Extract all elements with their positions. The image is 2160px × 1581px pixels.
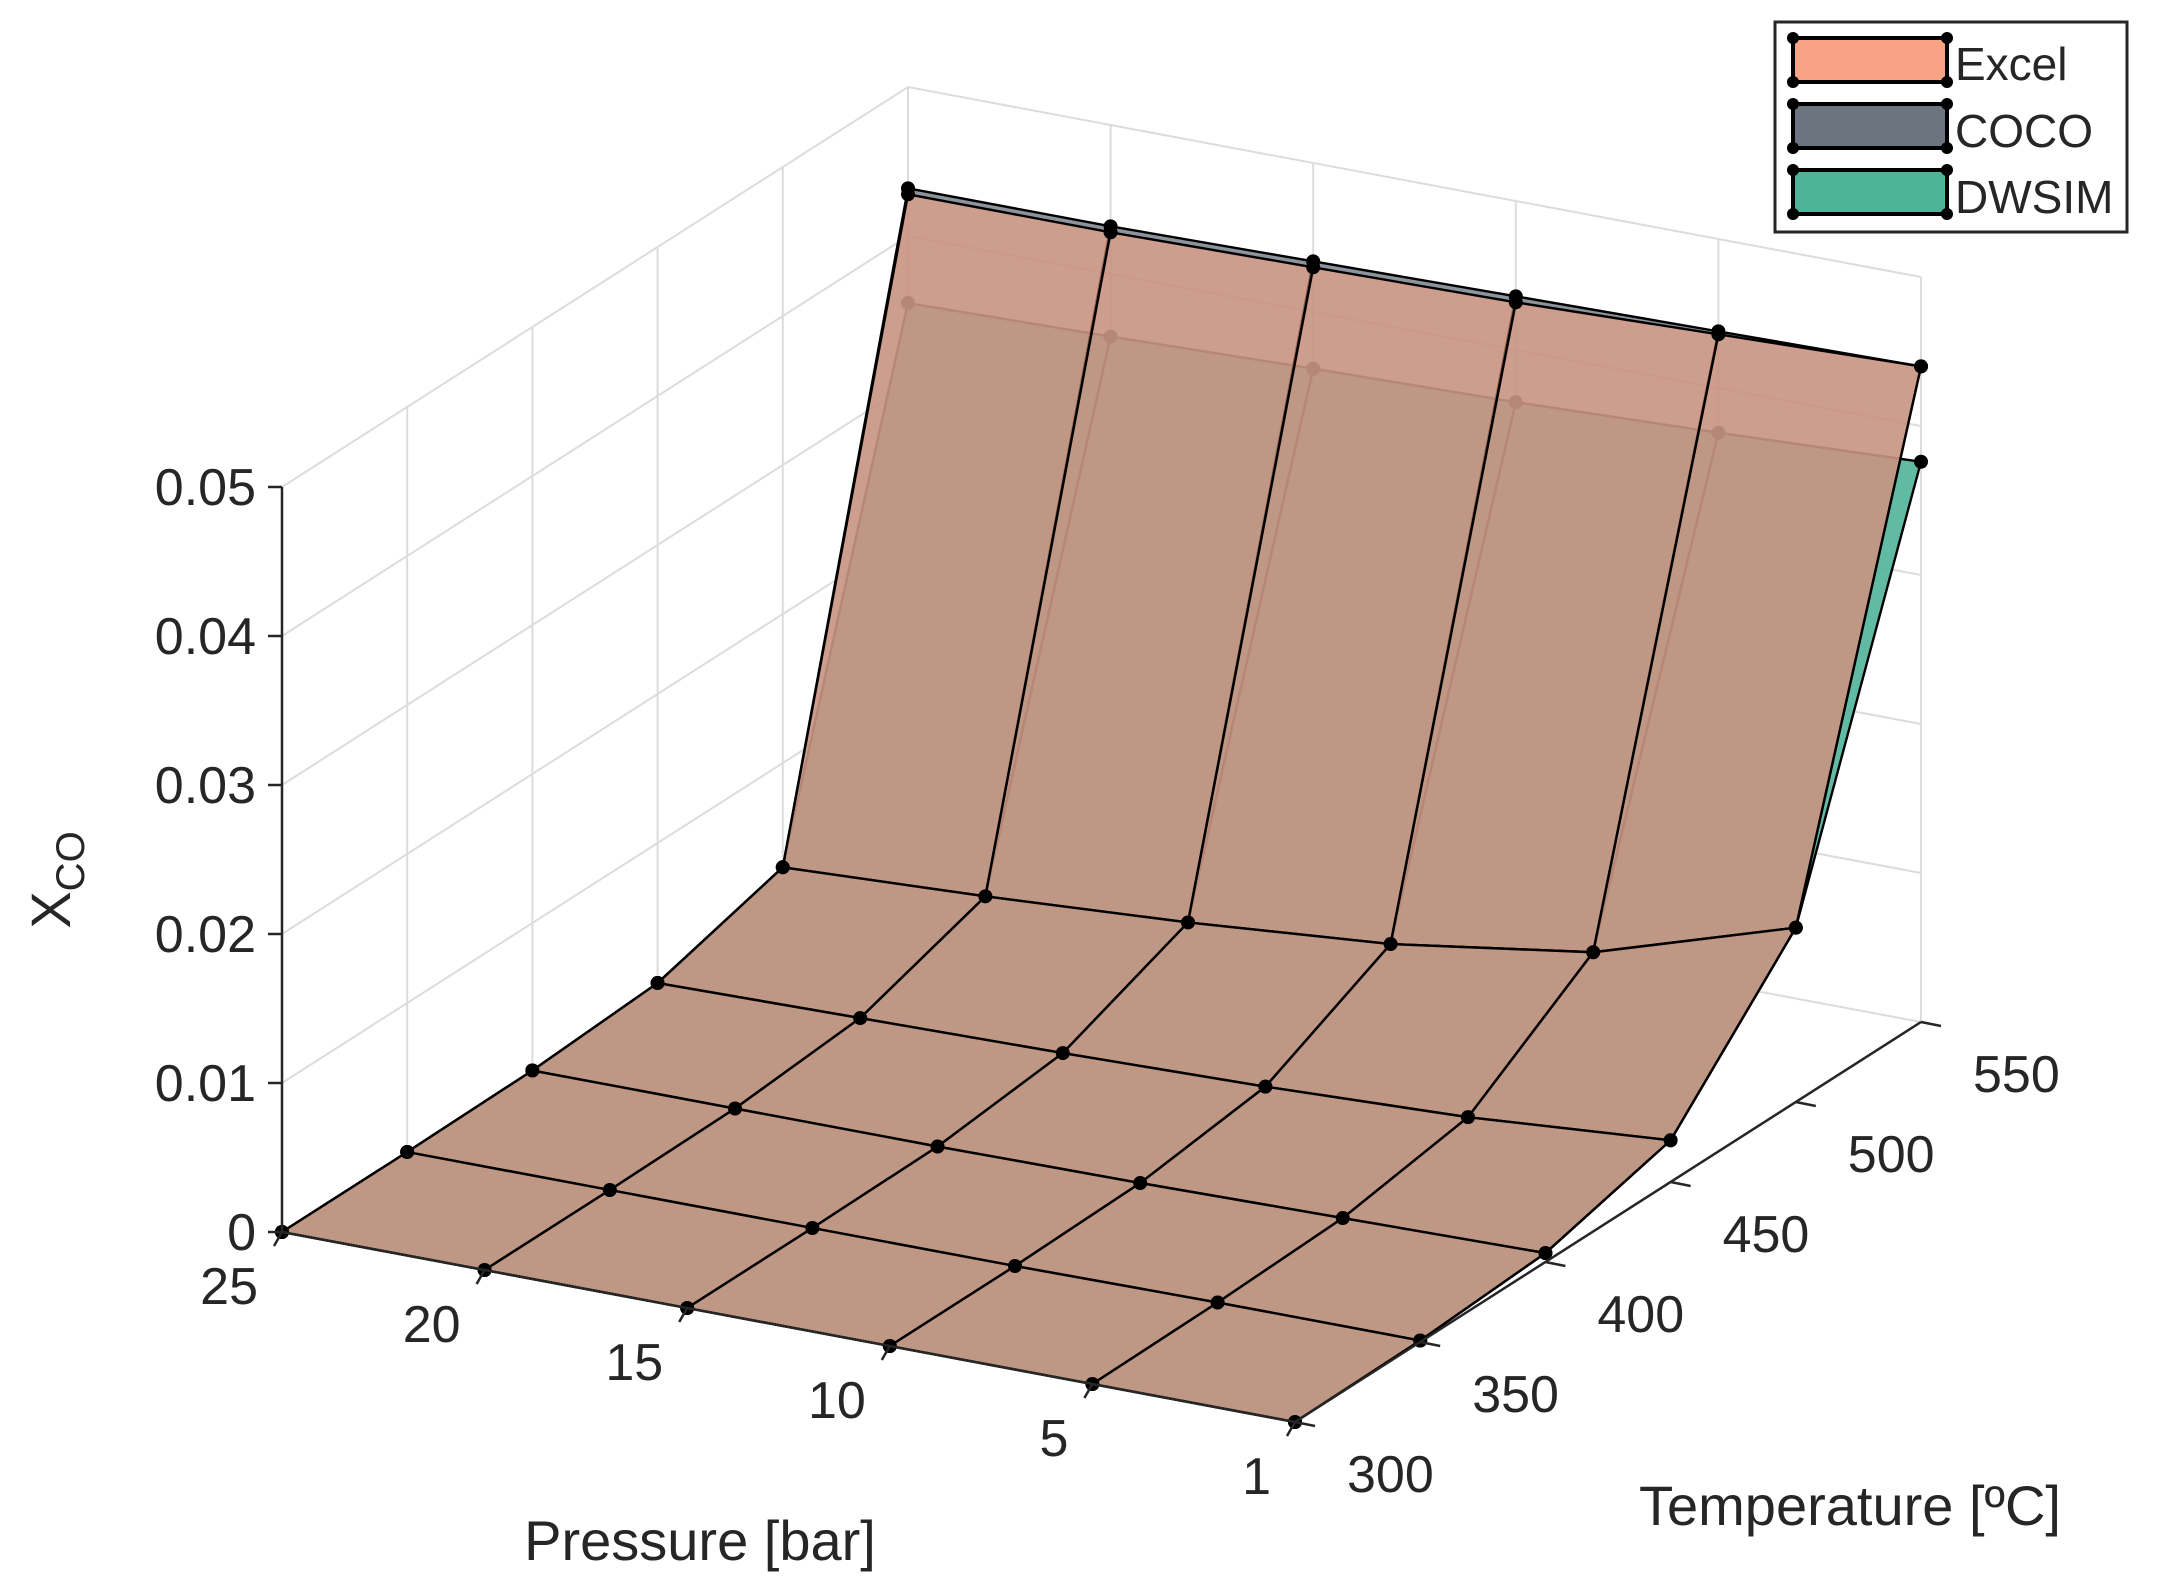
surface-marker	[1383, 937, 1398, 952]
surface-excel	[275, 187, 1928, 1429]
pressure-axis-label: Pressure [bar]	[524, 1509, 876, 1572]
legend-entry-coco: COCO	[1787, 98, 2093, 157]
surface-marker	[1055, 1046, 1070, 1061]
surface-marker	[1711, 327, 1726, 342]
surface-marker	[901, 187, 915, 202]
surface-marker	[650, 976, 665, 991]
surface-marker	[978, 889, 993, 904]
surface-marker	[1335, 1211, 1350, 1226]
pressure-tick	[1083, 1383, 1094, 1399]
surface-marker	[602, 1183, 617, 1197]
legend-swatch-coco	[1791, 102, 1949, 150]
surface-marker	[525, 1063, 540, 1078]
surface-layer	[275, 181, 1928, 1429]
pressure-tick-label: 25	[200, 1258, 258, 1316]
z-axis-label-sub: CO	[49, 831, 93, 891]
pressure-tick-label: 1	[1242, 1448, 1271, 1506]
temperature-tick	[1795, 1100, 1817, 1108]
temperature-tick-label: 500	[1848, 1126, 1935, 1184]
pressure-tick	[880, 1345, 891, 1361]
z-tick-labels: 0 0.01 0.02 0.03 0.04 0.05	[155, 459, 256, 1262]
surface-marker	[853, 1011, 868, 1026]
legend-swatch-excel	[1791, 36, 1949, 84]
z-axis-label-main: X	[19, 891, 82, 928]
surface-marker	[1103, 225, 1118, 240]
surface-marker	[1306, 260, 1321, 275]
surface-marker	[805, 1221, 820, 1235]
pressure-tick	[678, 1307, 689, 1323]
pressure-tick-labels: 25 20 15 10 5 1	[200, 1258, 1271, 1506]
temperature-tick-label: 550	[1973, 1046, 2060, 1104]
surface-marker	[1914, 359, 1928, 374]
temperature-tick-label: 300	[1347, 1446, 1434, 1504]
surface-marker	[775, 860, 790, 875]
temperature-tick	[1920, 1020, 1942, 1028]
z-tick-label: 0.01	[155, 1055, 256, 1113]
legend-label-coco: COCO	[1955, 105, 2093, 157]
surface-marker	[1008, 1259, 1022, 1273]
legend-label-dwsim: DWSIM	[1955, 171, 2113, 223]
surface-marker	[1461, 1110, 1475, 1125]
surface-marker	[1181, 915, 1195, 930]
z-tick-label: 0.02	[155, 906, 256, 964]
temperature-tick	[1294, 1420, 1316, 1428]
pressure-tick	[272, 1231, 284, 1247]
surface-marker	[1133, 1176, 1148, 1191]
surface-marker	[400, 1145, 415, 1159]
temperature-tick-label: 400	[1597, 1286, 1684, 1344]
legend-entry-dwsim: DWSIM	[1787, 164, 2113, 223]
pressure-tick-label: 10	[808, 1372, 866, 1430]
z-tick-label: 0	[227, 1204, 256, 1262]
surface-marker	[1788, 920, 1803, 935]
z-tick-label: 0.05	[155, 459, 256, 517]
surface-marker	[1663, 1133, 1678, 1148]
surface-marker	[1508, 295, 1523, 310]
surface-marker	[1586, 945, 1601, 960]
legend-entry-excel: Excel	[1787, 32, 2067, 90]
temperature-tick	[1670, 1180, 1691, 1188]
temperature-tick	[1419, 1340, 1441, 1348]
temperature-axis-label: Temperature [ºC]	[1639, 1474, 2061, 1537]
legend: Excel COCO DWSIM	[1773, 20, 2129, 234]
legend-label-excel: Excel	[1955, 38, 2067, 90]
temperature-tick-labels: 300 350 400 450 500 550	[1347, 1046, 2060, 1504]
pressure-tick-label: 20	[403, 1296, 461, 1354]
pressure-tick	[475, 1269, 486, 1285]
surface-marker	[728, 1101, 742, 1116]
temperature-tick-label: 450	[1723, 1206, 1810, 1264]
legend-swatch-dwsim	[1791, 168, 1949, 216]
surface-marker	[1258, 1079, 1273, 1094]
surface-marker	[1914, 454, 1928, 469]
z-tick-label: 0.03	[155, 757, 256, 815]
surface-marker	[1210, 1295, 1225, 1310]
temperature-tick	[1545, 1260, 1566, 1268]
axes	[268, 485, 1942, 1437]
temperature-axis-line	[1294, 1020, 1922, 1424]
temperature-tick-label: 350	[1472, 1366, 1559, 1424]
pressure-tick	[1285, 1421, 1297, 1437]
pressure-tick-label: 15	[605, 1334, 663, 1392]
surface-marker	[930, 1139, 945, 1154]
surface-marker	[1538, 1246, 1553, 1261]
z-tick-label: 0.04	[155, 608, 256, 666]
pressure-axis-line	[281, 1230, 1296, 1424]
z-axis-label: XCO	[19, 831, 93, 928]
svg-text:XCO: XCO	[19, 831, 93, 928]
pressure-tick-label: 5	[1039, 1410, 1068, 1468]
